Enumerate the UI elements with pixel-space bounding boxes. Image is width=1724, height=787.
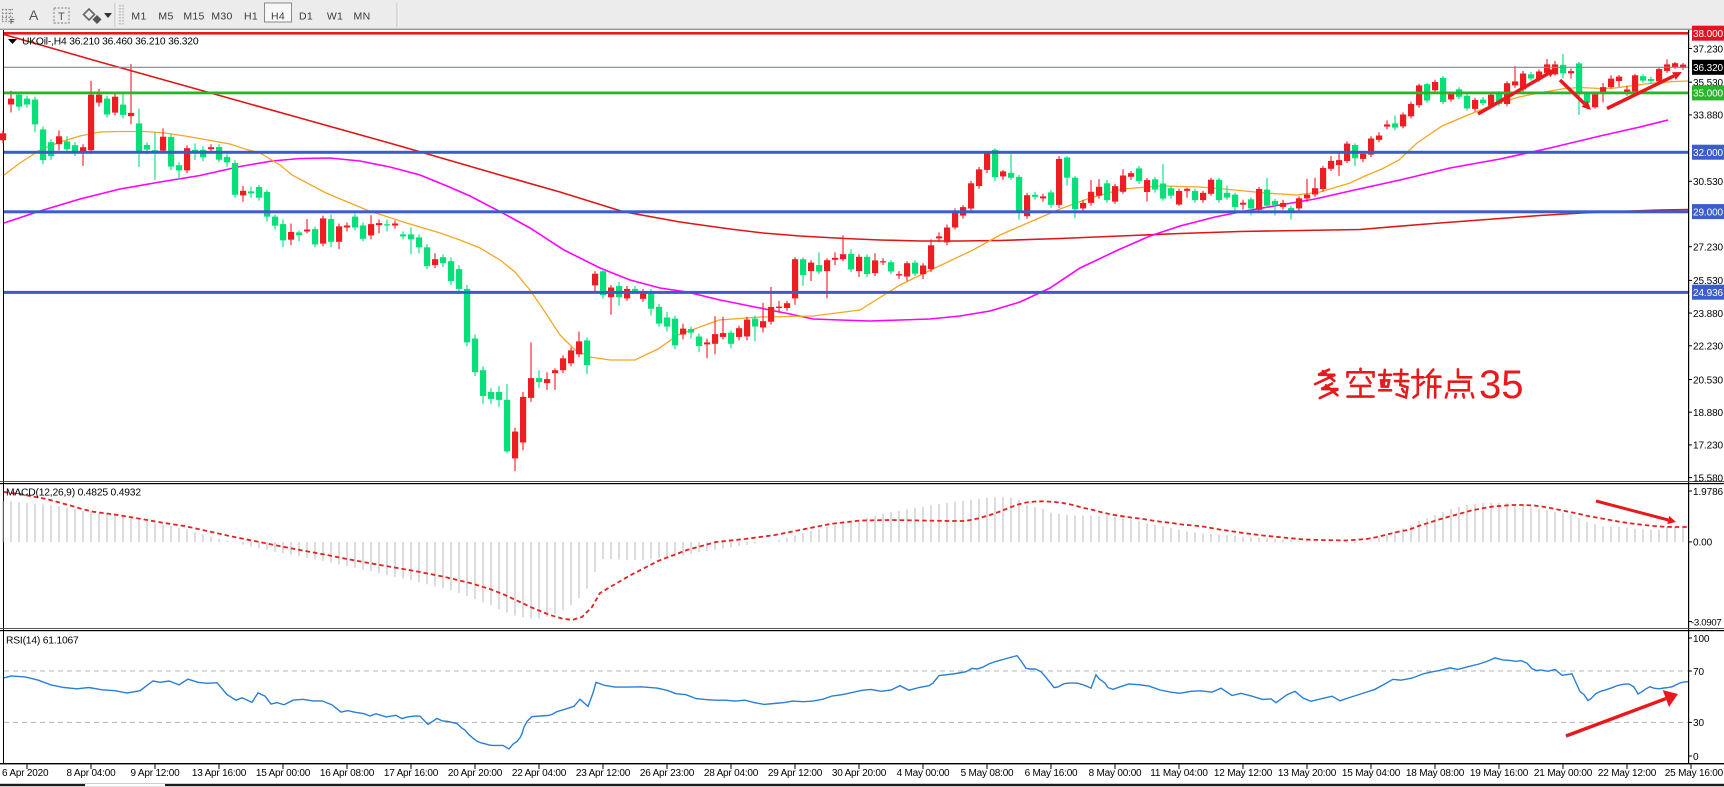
- svg-text:16 Apr 08:00: 16 Apr 08:00: [320, 768, 375, 779]
- svg-text:21 May 00:00: 21 May 00:00: [1534, 768, 1593, 779]
- svg-text:100: 100: [1693, 634, 1710, 645]
- svg-text:M15: M15: [183, 11, 204, 23]
- svg-text:15.580: 15.580: [1693, 473, 1724, 484]
- svg-text:6 Apr 2020: 6 Apr 2020: [2, 768, 49, 779]
- svg-text:25.530: 25.530: [1693, 276, 1724, 287]
- svg-text:23.880: 23.880: [1693, 309, 1724, 320]
- svg-text:32.000: 32.000: [1693, 148, 1724, 159]
- svg-text:11 May 04:00: 11 May 04:00: [1150, 768, 1208, 779]
- svg-text:M30: M30: [211, 11, 232, 23]
- svg-text:9 Apr 12:00: 9 Apr 12:00: [131, 768, 181, 779]
- svg-text:MACD(12,26,9) 0.4825 0.4932: MACD(12,26,9) 0.4825 0.4932: [6, 488, 141, 499]
- svg-text:D1: D1: [299, 11, 313, 23]
- svg-text:M5: M5: [158, 11, 173, 23]
- svg-text:35.530: 35.530: [1693, 78, 1724, 89]
- svg-text:28 Apr 04:00: 28 Apr 04:00: [704, 768, 759, 779]
- svg-text:38.000: 38.000: [1693, 29, 1724, 40]
- svg-text:13 Apr 16:00: 13 Apr 16:00: [192, 768, 247, 779]
- svg-text:30 Apr 20:00: 30 Apr 20:00: [832, 768, 887, 779]
- svg-text:8 May 00:00: 8 May 00:00: [1089, 768, 1142, 779]
- svg-text:12 May 12:00: 12 May 12:00: [1214, 768, 1273, 779]
- svg-text:30: 30: [1693, 718, 1704, 729]
- svg-text:70: 70: [1693, 667, 1704, 678]
- svg-text:33.880: 33.880: [1693, 111, 1724, 122]
- svg-text:MN: MN: [354, 11, 371, 23]
- svg-text:25 May 16:00: 25 May 16:00: [1665, 768, 1724, 779]
- svg-text:26 Apr 23:00: 26 Apr 23:00: [640, 768, 695, 779]
- svg-text:4 May 00:00: 4 May 00:00: [897, 768, 950, 779]
- svg-text:0.00: 0.00: [1693, 538, 1713, 549]
- svg-text:1.9786: 1.9786: [1693, 487, 1724, 498]
- svg-text:17 Apr 16:00: 17 Apr 16:00: [384, 768, 439, 779]
- svg-text:T: T: [58, 11, 65, 23]
- svg-text:15 Apr 00:00: 15 Apr 00:00: [256, 768, 311, 779]
- svg-text:13 May 20:00: 13 May 20:00: [1278, 768, 1337, 779]
- svg-text:22 May 12:00: 22 May 12:00: [1598, 768, 1657, 779]
- svg-text:23 Apr 12:00: 23 Apr 12:00: [576, 768, 631, 779]
- svg-text:15 May 04:00: 15 May 04:00: [1342, 768, 1401, 779]
- svg-text:24.936: 24.936: [1693, 288, 1724, 299]
- svg-text:5 May 08:00: 5 May 08:00: [961, 768, 1014, 779]
- svg-text:35.000: 35.000: [1693, 89, 1724, 100]
- svg-text:30.530: 30.530: [1693, 177, 1724, 188]
- svg-text:20 Apr 20:00: 20 Apr 20:00: [448, 768, 503, 779]
- svg-text:A: A: [29, 7, 39, 23]
- svg-text:27.230: 27.230: [1693, 243, 1724, 254]
- svg-text:UKOil-,H4 36.210 36.460 36.21: UKOil-,H4 36.210 36.460 36.210 36.320: [22, 37, 199, 48]
- svg-text:M1: M1: [131, 11, 146, 23]
- svg-text:22 Apr 04:00: 22 Apr 04:00: [512, 768, 567, 779]
- svg-text:22.230: 22.230: [1693, 342, 1724, 353]
- svg-text:H1: H1: [244, 11, 258, 23]
- svg-text:-3.0907: -3.0907: [1691, 617, 1721, 628]
- svg-text:18 May 08:00: 18 May 08:00: [1406, 768, 1465, 779]
- svg-text:17.230: 17.230: [1693, 441, 1724, 452]
- svg-text:W1: W1: [327, 11, 343, 23]
- svg-text:29.000: 29.000: [1693, 207, 1724, 218]
- svg-text:F: F: [10, 17, 15, 26]
- svg-text:20.530: 20.530: [1693, 375, 1724, 386]
- svg-text:35: 35: [1479, 363, 1524, 407]
- svg-text:6 May 16:00: 6 May 16:00: [1025, 768, 1078, 779]
- svg-text:18.880: 18.880: [1693, 408, 1724, 419]
- svg-text:37.230: 37.230: [1693, 44, 1724, 55]
- svg-text:H4: H4: [271, 11, 285, 23]
- svg-text:8 Apr 04:00: 8 Apr 04:00: [67, 768, 117, 779]
- svg-text:RSI(14) 61.1067: RSI(14) 61.1067: [6, 636, 79, 647]
- svg-text:0: 0: [1693, 752, 1699, 763]
- svg-text:36.320: 36.320: [1693, 63, 1724, 74]
- svg-text:19 May 16:00: 19 May 16:00: [1470, 768, 1529, 779]
- svg-text:29 Apr 12:00: 29 Apr 12:00: [768, 768, 823, 779]
